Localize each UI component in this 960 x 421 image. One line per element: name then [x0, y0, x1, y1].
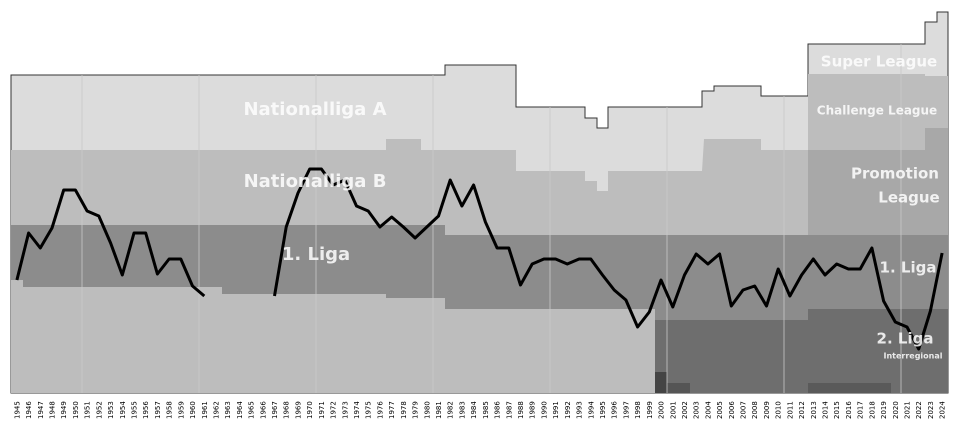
x-tick-label: 1958	[166, 401, 174, 419]
x-tick-label: 1972	[330, 401, 338, 419]
league-labels: Nationalliga A Nationalliga B 1. Liga Su…	[243, 53, 942, 361]
x-tick-label: 1956	[142, 401, 150, 419]
x-tick-label: 1979	[412, 401, 420, 419]
x-tick-label: 2001	[669, 401, 677, 419]
x-tick-label: 2019	[880, 401, 888, 419]
x-tick-label: 1971	[318, 401, 326, 419]
x-tick-label: 1983	[458, 401, 466, 419]
x-tick-label: 1994	[587, 401, 595, 419]
x-tick-label: 2008	[751, 401, 759, 419]
x-tick-label: 1960	[189, 401, 197, 419]
x-tick-label: 1973	[341, 401, 349, 419]
league-label: Interregional	[883, 352, 942, 361]
x-tick-label: 1954	[119, 401, 127, 419]
x-tick-label: 1957	[154, 401, 162, 419]
x-tick-label: 1976	[376, 401, 384, 419]
x-tick-label: 1959	[177, 401, 185, 419]
x-tick-label: 2012	[798, 401, 806, 419]
x-tick-label: 1997	[622, 401, 630, 419]
x-tick-label: 1969	[294, 401, 302, 419]
x-tick-label: 1990	[540, 401, 548, 419]
league-label: Challenge League	[817, 104, 937, 118]
league-label: Nationalliga A	[243, 99, 386, 120]
x-tick-label: 2013	[810, 401, 818, 419]
x-tick-label: 2009	[763, 401, 771, 419]
x-tick-label: 1999	[646, 401, 654, 419]
league-label: 1. Liga	[282, 244, 350, 265]
x-tick-label: 1945	[13, 401, 21, 419]
x-tick-label: 1961	[201, 401, 209, 419]
league-label: Promotion	[851, 165, 939, 183]
x-tick-label: 1947	[37, 401, 45, 419]
x-tick-label: 1948	[48, 401, 56, 419]
x-tick-label: 1998	[634, 401, 642, 419]
x-tick-label: 1989	[529, 401, 537, 419]
x-tick-label: 2021	[904, 401, 912, 419]
x-tick-label: 2024	[939, 401, 947, 419]
x-tick-label: 1981	[435, 401, 443, 419]
x-tick-label: 2015	[833, 401, 841, 419]
x-tick-label: 1980	[423, 401, 431, 419]
x-tick-label: 1996	[611, 401, 619, 419]
x-tick-label: 2002	[681, 401, 689, 419]
x-tick-label: 1988	[517, 401, 525, 419]
x-tick-label: 1968	[283, 401, 291, 419]
decade-lines	[81, 44, 902, 393]
league-label: League	[878, 189, 939, 207]
x-tick-label: 1987	[505, 401, 513, 419]
x-tick-label: 1955	[130, 401, 138, 419]
x-tick-label: 1946	[25, 401, 33, 419]
x-tick-label: 2011	[786, 401, 794, 419]
x-tick-label: 2006	[728, 401, 736, 419]
x-tick-label: 1953	[107, 401, 115, 419]
x-tick-label: 2003	[693, 401, 701, 419]
x-tick-label: 2007	[740, 401, 748, 419]
x-tick-label: 2005	[716, 401, 724, 419]
x-tick-label: 1966	[259, 401, 267, 419]
x-tick-label: 1964	[236, 401, 244, 419]
x-tick-label: 1992	[564, 401, 572, 419]
x-tick-label: 1951	[84, 401, 92, 419]
league-label: Super League	[821, 53, 937, 71]
x-tick-label: 2004	[704, 401, 712, 419]
x-tick-label: 2022	[915, 401, 923, 419]
x-tick-label: 1970	[306, 401, 314, 419]
x-tick-label: 1995	[599, 401, 607, 419]
x-tick-label: 1975	[365, 401, 373, 419]
x-tick-label: 1967	[271, 401, 279, 419]
x-tick-label: 1986	[494, 401, 502, 419]
x-tick-label: 2010	[775, 401, 783, 419]
league-label: 2. Liga	[877, 330, 934, 348]
league-label: 1. Liga	[880, 259, 937, 277]
x-tick-label: 2016	[845, 401, 853, 419]
x-tick-label: 1993	[576, 401, 584, 419]
x-tick-label: 1950	[72, 401, 80, 419]
position-line	[15, 167, 944, 351]
x-tick-label: 1984	[470, 401, 478, 419]
league-label: Nationalliga B	[244, 171, 387, 192]
x-tick-label: 1978	[400, 401, 408, 419]
x-tick-label: 2017	[857, 401, 865, 419]
x-tick-label: 1974	[353, 401, 361, 419]
x-tick-label: 1982	[447, 401, 455, 419]
x-tick-label: 2014	[822, 401, 830, 419]
x-tick-label: 1985	[482, 401, 490, 419]
x-tick-label: 2020	[892, 401, 900, 419]
x-tick-label: 2023	[927, 401, 935, 419]
x-tick-label: 1991	[552, 401, 560, 419]
x-tick-label: 1952	[95, 401, 103, 419]
x-tick-label: 1965	[248, 401, 256, 419]
x-tick-label: 2000	[658, 401, 666, 419]
x-tick-label: 2018	[868, 401, 876, 419]
x-tick-label: 1977	[388, 401, 396, 419]
x-tick-label: 1963	[224, 401, 232, 419]
x-tick-label: 1962	[212, 401, 220, 419]
x-tick-label: 1949	[60, 401, 68, 419]
